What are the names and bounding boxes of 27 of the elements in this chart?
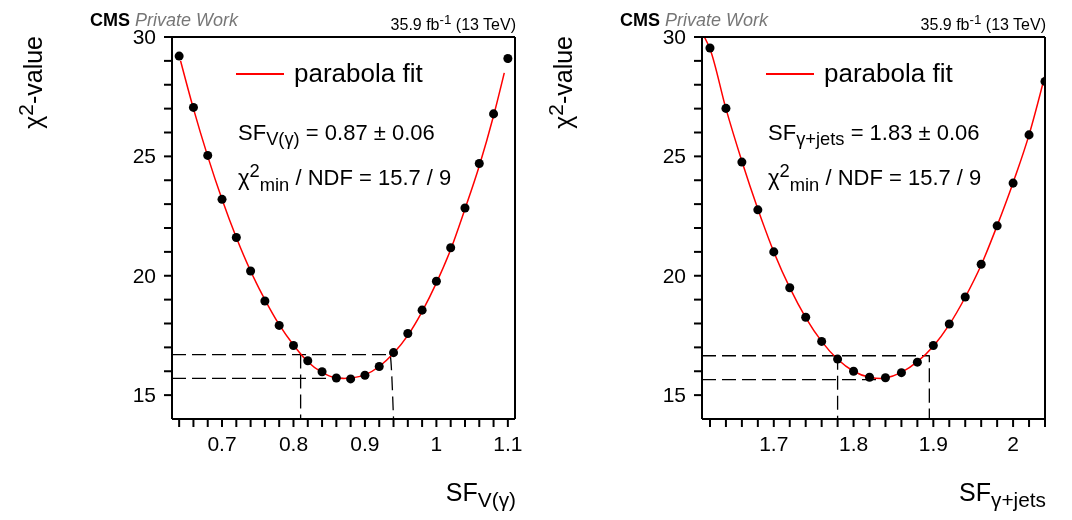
x-tick-label: 1.9 [918,432,948,455]
y-tick-label: 25 [662,144,686,168]
x-tick-label: 1.8 [838,432,869,455]
y-tick-label: 15 [662,383,686,407]
legend-label: parabola fit [294,58,423,89]
x-axis-title: SF$_{γ+jets}$ [959,478,1046,512]
annotation: SF$_{γ+jets}$ = 1.83 ± 0.06 [768,120,980,151]
chart-title: CMS [90,10,130,30]
text: 35.9 fb$^{-1}$ (13 TeV) [390,12,516,35]
chart-title: CMS [620,10,660,30]
y-tick-label: 20 [662,263,686,287]
legend-label: parabola fit [824,58,953,89]
x-tick-label: 0.9 [350,432,380,455]
x-tick-label: 1 [430,432,443,455]
x-tick-label: 2 [1007,432,1019,455]
x-tick-label: 0.7 [207,432,237,455]
y-tick-label: 20 [132,263,156,287]
annotation: χ$^{2}$$_{min}$ / NDF = 15.7 / 9 [238,160,452,196]
x-axis-title: SF$_{V(γ)}$ [445,478,516,512]
x-tick-label: 0.8 [278,432,309,455]
text: 35.9 fb$^{-1}$ (13 TeV) [920,12,1046,35]
annotation: SF$_{V(γ)}$ = 0.87 ± 0.06 [238,120,435,151]
annotation: χ$^{2}$$_{min}$ / NDF = 15.7 / 9 [768,160,982,196]
x-tick-label: 1.7 [759,432,789,455]
y-tick-label: 25 [132,144,156,168]
y-tick-label: 15 [132,383,156,407]
x-tick-label: 1.1 [493,432,523,455]
